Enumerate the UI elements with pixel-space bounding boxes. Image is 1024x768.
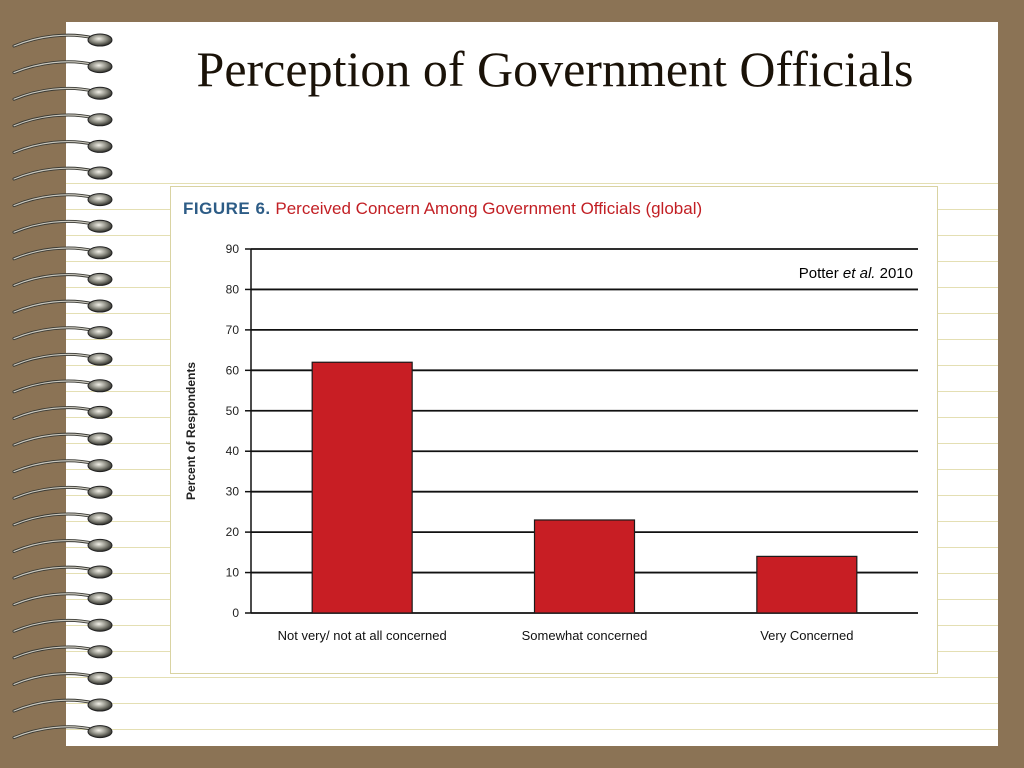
spiral-ring	[12, 272, 113, 287]
bar	[533, 519, 636, 614]
y-tick-label: 30	[226, 485, 240, 499]
slide-title: Perception of Government Officials	[196, 41, 914, 97]
y-tick-label: 60	[226, 363, 240, 377]
spiral-ring	[12, 432, 113, 447]
x-category-label: Not very/ not at all concerned	[278, 628, 447, 643]
y-tick-label: 80	[226, 282, 240, 296]
x-category-label: Somewhat concerned	[522, 628, 648, 643]
y-tick-label: 90	[226, 242, 240, 256]
y-tick-label: 20	[226, 525, 240, 539]
spiral-ring	[12, 60, 113, 75]
spiral-ring	[12, 352, 113, 367]
y-tick-label: 10	[226, 566, 240, 580]
spiral-ring	[12, 405, 113, 420]
spiral-ring	[12, 86, 113, 101]
y-tick-label: 70	[226, 323, 240, 337]
spiral-ring	[12, 538, 113, 553]
spiral-ring	[12, 113, 113, 128]
spiral-ring	[12, 725, 113, 740]
spiral-ring	[12, 139, 113, 154]
citation-author: Potter	[798, 265, 839, 282]
title-area	[66, 22, 998, 172]
spiral-ring	[12, 166, 113, 181]
y-tick-label: 0	[232, 606, 239, 620]
spiral-ring	[12, 565, 113, 580]
spiral-ring	[12, 299, 113, 314]
spiral-ring	[12, 246, 113, 261]
figure-caption-text: Perceived Concern Among Government Offic…	[275, 199, 703, 218]
spiral-ring	[12, 512, 113, 527]
spiral-ring	[12, 33, 113, 48]
x-category-label: Very Concerned	[760, 628, 853, 643]
spiral-ring	[12, 671, 113, 686]
figure-caption: FIGURE 6. Perceived Concern Among Govern…	[183, 199, 702, 219]
bar	[311, 361, 413, 614]
spiral-ring	[12, 698, 113, 713]
bar-chart: 0 10 20 30 40 50 60 70 80 90 Percent of Respondent…	[184, 242, 918, 643]
y-tick-label: 50	[226, 404, 240, 418]
spiral-ring	[12, 326, 113, 341]
figure-panel: FIGURE 6. Perceived Concern Among Govern…	[170, 186, 938, 674]
spiral-binding	[12, 33, 113, 740]
spiral-ring	[12, 459, 113, 474]
figure-label: FIGURE 6.	[183, 199, 271, 218]
spiral-ring	[12, 379, 113, 394]
citation-etal: et al.	[842, 265, 876, 282]
spiral-ring	[12, 219, 113, 234]
spiral-ring	[12, 645, 113, 660]
spiral-ring	[12, 485, 113, 500]
spiral-ring	[12, 618, 113, 633]
spiral-ring	[12, 592, 113, 607]
citation: Potter et al. 2010	[799, 265, 913, 282]
y-tick-label: 40	[226, 444, 240, 458]
y-axis-label: Percent of Respondents	[184, 362, 198, 500]
bar	[756, 555, 858, 614]
spiral-ring	[12, 193, 113, 208]
citation-year: 2010	[879, 265, 913, 282]
